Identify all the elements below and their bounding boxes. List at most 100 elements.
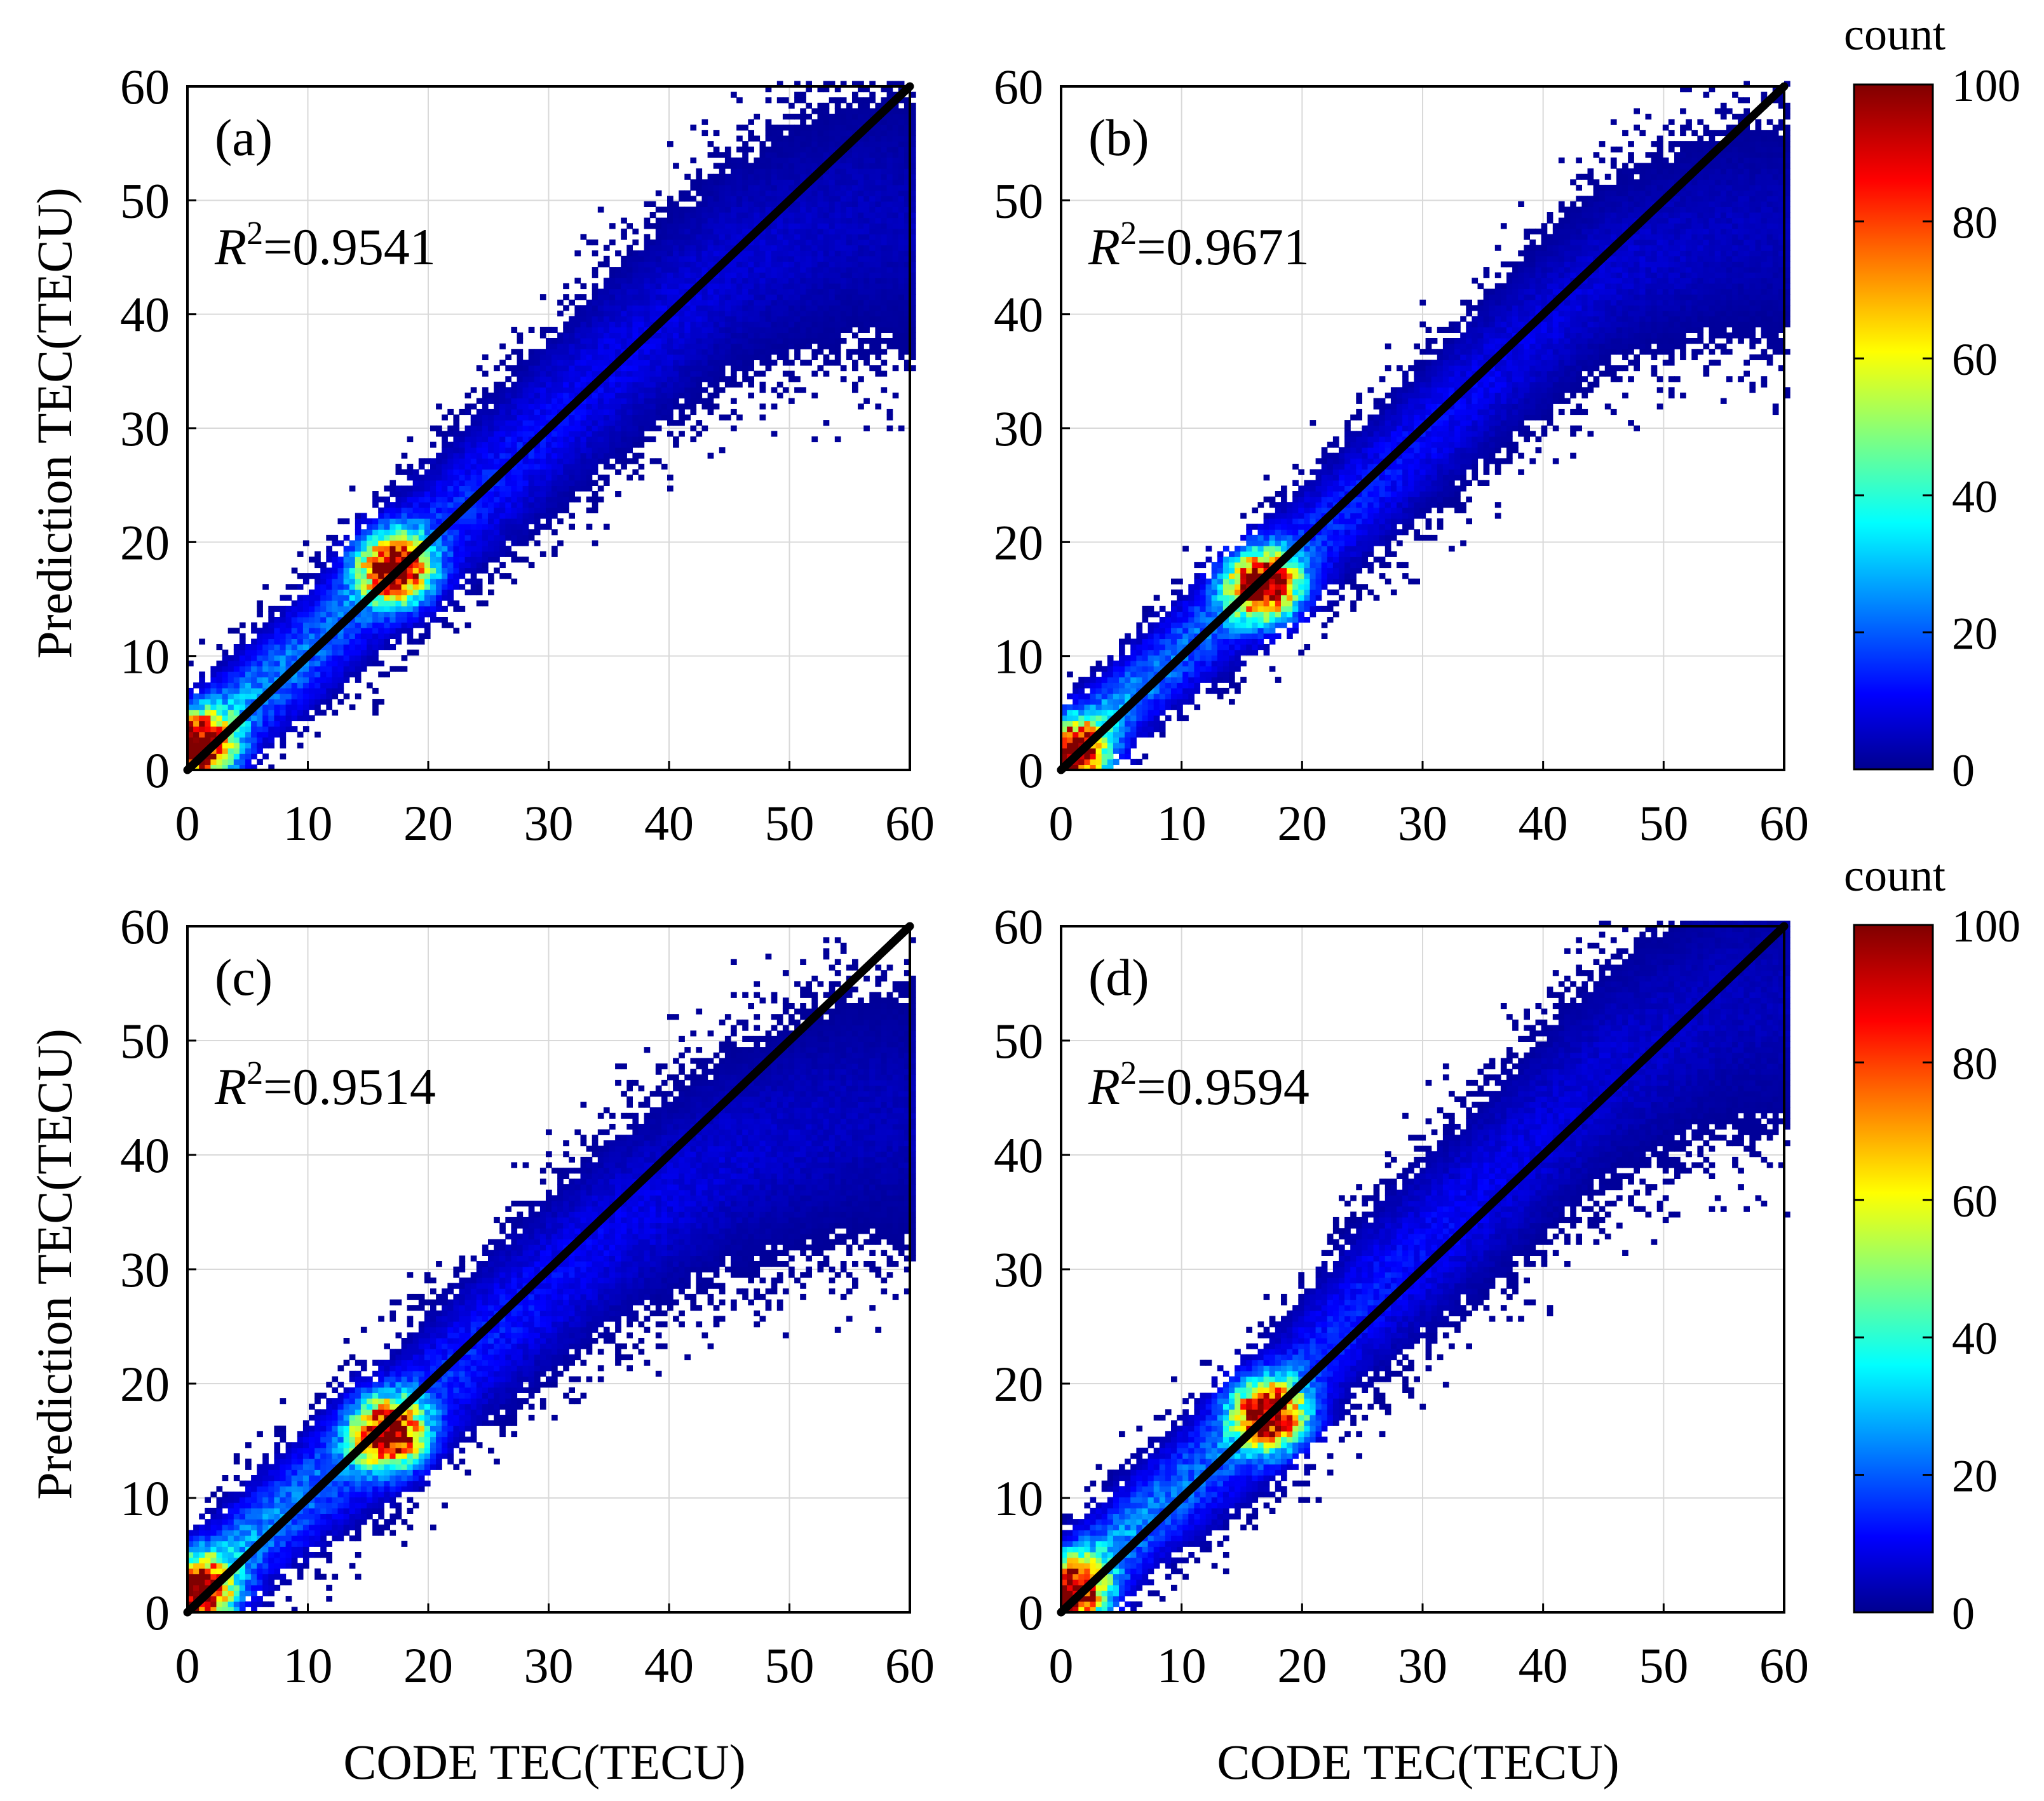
density-cell — [910, 365, 916, 372]
density-cell — [488, 523, 494, 530]
density-cell — [424, 523, 431, 530]
density-cell — [470, 387, 477, 393]
density-cell — [696, 370, 703, 377]
density-cell — [395, 551, 402, 557]
density-cell — [378, 699, 384, 705]
density-cell — [302, 677, 309, 683]
density-cell — [829, 146, 836, 152]
density-cell — [875, 239, 882, 246]
density-cell — [904, 190, 910, 196]
density-cell — [1125, 731, 1131, 738]
density-cell — [227, 710, 234, 716]
density-cell — [343, 633, 350, 639]
density-cell — [881, 212, 888, 219]
density-cell — [407, 595, 414, 601]
density-cell — [679, 408, 685, 415]
density-cell — [719, 365, 726, 372]
density-cell — [724, 288, 731, 295]
density-cell — [1130, 677, 1137, 683]
density-cell — [505, 546, 511, 552]
density-cell — [794, 135, 801, 142]
density-cell — [251, 715, 257, 722]
density-cell — [499, 496, 506, 503]
density-cell — [840, 212, 847, 219]
density-cell — [904, 130, 910, 137]
density-cell — [667, 321, 673, 328]
density-cell — [626, 403, 633, 410]
density-cell — [817, 184, 824, 191]
density-cell — [609, 283, 616, 290]
density-cell — [488, 589, 494, 596]
density-cell — [557, 360, 564, 366]
density-cell — [736, 294, 743, 300]
density-cell — [430, 442, 437, 448]
density-cell — [626, 431, 633, 437]
density-cell — [661, 234, 668, 240]
density-cell — [522, 420, 529, 426]
density-cell — [904, 278, 910, 284]
density-cell — [378, 617, 384, 623]
density-cell — [302, 573, 309, 579]
density-cell — [332, 551, 339, 557]
density-cell — [1130, 720, 1137, 727]
density-cell — [1113, 660, 1120, 666]
density-cell — [904, 114, 910, 120]
density-cell — [869, 338, 876, 344]
density-cell — [412, 617, 419, 623]
density-cell — [886, 294, 893, 300]
density-cell — [626, 447, 633, 454]
density-cell — [754, 354, 761, 360]
density-cell — [1107, 737, 1114, 743]
density-cell — [326, 567, 332, 574]
density-cell — [863, 146, 870, 152]
density-cell — [626, 223, 633, 229]
density-cell — [302, 638, 309, 645]
density-cell — [517, 376, 524, 382]
density-cell — [332, 562, 339, 569]
density-cell — [707, 141, 714, 147]
density-cell — [649, 393, 656, 399]
density-cell — [800, 305, 806, 311]
density-cell — [315, 693, 321, 699]
density-cell — [829, 255, 836, 262]
density-cell — [649, 261, 656, 267]
y-axis-label-top: Prediction TEC(TECU) — [27, 187, 82, 659]
density-cell — [337, 687, 344, 694]
density-cell — [302, 617, 309, 623]
density-cell — [811, 223, 818, 229]
density-cell — [840, 119, 847, 125]
density-cell — [886, 146, 893, 152]
density-cell — [442, 436, 448, 443]
density-cell — [1084, 759, 1091, 765]
density-cell — [459, 523, 466, 530]
density-cell — [684, 332, 691, 339]
density-cell — [858, 234, 864, 240]
density-cell — [210, 753, 217, 760]
density-cell — [401, 469, 408, 475]
density-cell — [1095, 748, 1102, 754]
density-cell — [447, 485, 454, 492]
density-cell — [1101, 671, 1108, 678]
density-cell — [759, 190, 766, 196]
density-cell — [840, 114, 847, 120]
density-cell — [580, 343, 587, 349]
density-cell — [199, 720, 205, 727]
density-cell — [291, 726, 298, 732]
density-cell — [817, 332, 824, 339]
density-cell — [464, 578, 471, 584]
density-cell — [829, 338, 836, 344]
density-cell — [1147, 660, 1154, 666]
density-cell — [626, 338, 633, 344]
density-cell — [771, 349, 778, 355]
density-cell — [754, 217, 761, 224]
density-cell — [776, 196, 783, 202]
density-cell — [707, 294, 714, 300]
density-cell — [655, 376, 662, 382]
density-cell — [834, 436, 841, 443]
density-cell — [788, 135, 795, 142]
density-cell — [788, 398, 795, 404]
density-cell — [904, 365, 910, 372]
density-cell — [546, 408, 552, 415]
density-cell — [615, 436, 621, 443]
density-cell — [823, 299, 830, 306]
